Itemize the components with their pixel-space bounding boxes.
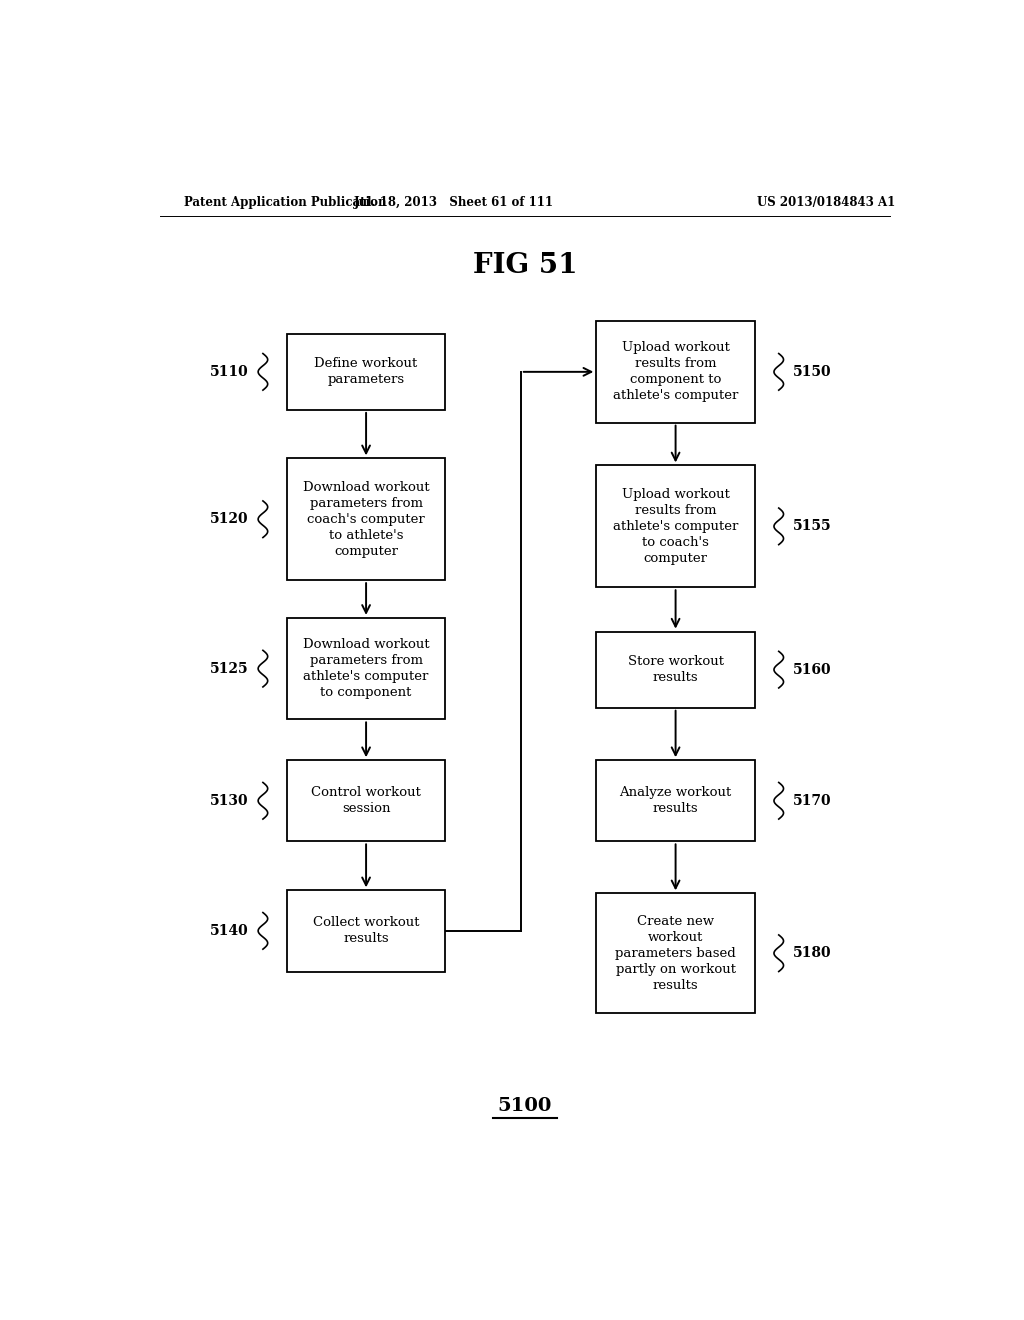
Bar xyxy=(287,618,445,719)
Bar xyxy=(287,334,445,411)
Text: Store workout
results: Store workout results xyxy=(628,655,724,684)
Text: Jul. 18, 2013   Sheet 61 of 111: Jul. 18, 2013 Sheet 61 of 111 xyxy=(353,195,553,209)
Text: FIG 51: FIG 51 xyxy=(472,252,578,279)
Text: Create new
workout
parameters based
partly on workout
results: Create new workout parameters based part… xyxy=(615,915,736,991)
Text: 5140: 5140 xyxy=(210,924,249,939)
Text: 5120: 5120 xyxy=(210,512,249,527)
Text: Control workout
session: Control workout session xyxy=(311,787,421,816)
Bar xyxy=(596,760,755,841)
Text: 5150: 5150 xyxy=(793,364,831,379)
Bar xyxy=(287,760,445,841)
Bar xyxy=(287,890,445,972)
Bar xyxy=(596,894,755,1014)
Text: Analyze workout
results: Analyze workout results xyxy=(620,787,732,816)
Text: 5180: 5180 xyxy=(793,946,831,960)
Text: 5155: 5155 xyxy=(793,519,831,533)
Text: 5160: 5160 xyxy=(793,663,831,677)
Text: Download workout
parameters from
coach's computer
to athlete's
computer: Download workout parameters from coach's… xyxy=(303,480,429,558)
Text: Collect workout
results: Collect workout results xyxy=(312,916,420,945)
Bar xyxy=(596,631,755,708)
Text: Upload workout
results from
athlete's computer
to coach's
computer: Upload workout results from athlete's co… xyxy=(613,488,738,565)
Text: Upload workout
results from
component to
athlete's computer: Upload workout results from component to… xyxy=(613,342,738,403)
Text: Define workout
parameters: Define workout parameters xyxy=(314,358,418,387)
Text: Download workout
parameters from
athlete's computer
to component: Download workout parameters from athlete… xyxy=(303,638,429,700)
Bar xyxy=(596,321,755,422)
Text: 5170: 5170 xyxy=(793,793,831,808)
Text: Patent Application Publication: Patent Application Publication xyxy=(183,195,386,209)
Bar xyxy=(596,466,755,587)
Bar xyxy=(287,458,445,581)
Text: US 2013/0184843 A1: US 2013/0184843 A1 xyxy=(757,195,896,209)
Text: 5100: 5100 xyxy=(498,1097,552,1114)
Text: 5110: 5110 xyxy=(210,364,249,379)
Text: 5130: 5130 xyxy=(210,793,249,808)
Text: 5125: 5125 xyxy=(210,661,249,676)
